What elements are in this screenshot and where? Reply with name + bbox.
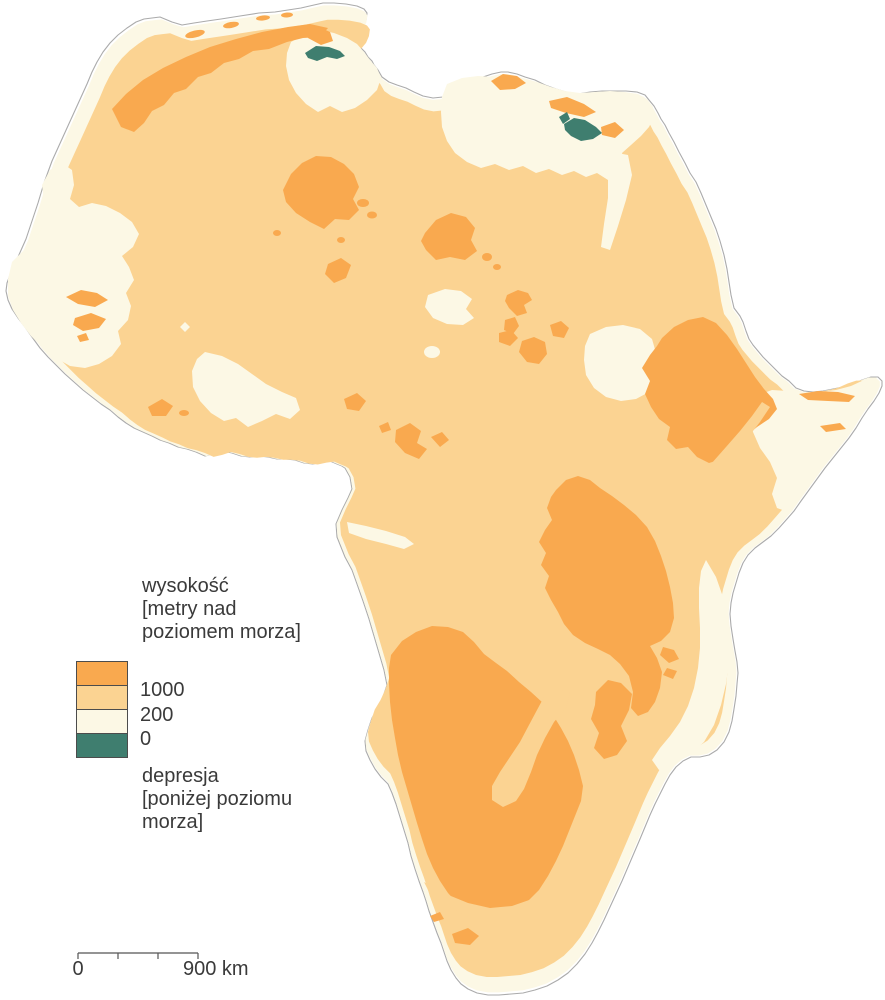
scale-bar: 0 900 km <box>72 952 249 980</box>
highland-ennedi-1 <box>505 290 532 316</box>
highland-ahaggar <box>283 156 359 229</box>
legend-note-line: morza] <box>142 811 204 833</box>
lowland-somalia <box>749 379 879 512</box>
lowland-lake-chad <box>424 346 440 358</box>
highland-cape-sat <box>430 912 444 922</box>
depression-qattara <box>564 118 602 141</box>
depression-qattara-small <box>559 112 570 124</box>
lowland-mozambique <box>652 560 729 770</box>
highland-atlas-dash-3 <box>256 15 270 21</box>
highland-adrar-3 <box>77 333 89 342</box>
valley-rift-ethiopia <box>711 402 770 468</box>
lowland-niger-volta <box>192 352 300 427</box>
scale-bar-line <box>77 952 199 959</box>
highland-ennedi-3 <box>499 330 518 346</box>
highland-ethiopia <box>642 317 777 463</box>
highland-ahaggar-sat-1 <box>273 230 281 236</box>
highland-patches <box>66 12 855 917</box>
highland-cameroon-1 <box>395 423 427 459</box>
highland-cameroon-2 <box>431 432 449 447</box>
elevation-200-1000 <box>21 19 867 977</box>
legend-title-line: wysokość <box>142 575 229 597</box>
legend-tick-200: 200 <box>140 704 174 726</box>
highland-east-africa <box>539 476 674 716</box>
lowland-egypt <box>441 74 654 180</box>
highland-cameroon-3 <box>379 422 391 433</box>
legend-note-line: depresja <box>142 765 219 787</box>
highland-marrah <box>519 337 547 364</box>
legend-depression-note: depresja [poniżej poziomu morza] <box>142 765 292 834</box>
lowland-bodele <box>425 289 474 325</box>
highland-cyrenaica <box>491 74 526 90</box>
highland-ennedi-4 <box>550 321 569 338</box>
highland-tibesti-sat-1 <box>482 253 492 261</box>
highland-adrar-1 <box>66 290 108 307</box>
highland-cape-fold <box>452 928 479 945</box>
legend-note-line: [poniżej poziomu <box>142 788 293 810</box>
highland-egypt-west <box>549 97 596 117</box>
lowland-mauritania <box>8 163 139 368</box>
highland-zimbabwe <box>591 680 632 759</box>
highland-guinea <box>148 399 173 416</box>
legend-swatch-0 <box>76 709 128 734</box>
highland-mozambique-sat-1 <box>660 647 679 663</box>
highland-atlas-dash-1 <box>185 29 205 39</box>
lowland-nile-valley <box>601 152 632 250</box>
depression-chott-el-djerid <box>305 46 345 61</box>
highland-air <box>325 258 351 283</box>
highland-somalia-dash <box>820 423 846 432</box>
scale-bar-zero-label: 0 <box>72 958 83 980</box>
legend-title-line: poziomem morza] <box>142 621 301 643</box>
depression-patches <box>305 46 602 141</box>
highland-tibesti <box>421 213 477 260</box>
legend-title-line: [metry nad <box>142 598 237 620</box>
highland-atlas-dash-2 <box>223 21 239 29</box>
legend-swatch-1000 <box>76 661 128 686</box>
legend-swatch-200 <box>76 685 128 710</box>
legend-swatches <box>76 661 128 758</box>
valley-overlays <box>424 402 770 945</box>
highland-ennedi-2 <box>504 317 519 334</box>
highland-somalia-strip <box>799 391 855 402</box>
lowland-congo-mouth <box>347 522 414 549</box>
highland-guinea-sat <box>179 410 189 416</box>
legend-tick-0: 0 <box>140 728 152 750</box>
valley-kalahari-zambezi <box>492 688 570 807</box>
highland-tibesti-sat-2 <box>493 264 501 270</box>
highland-mozambique-sat-2 <box>663 668 677 679</box>
highland-tassili-1 <box>357 199 369 207</box>
legend-tick-1000: 1000 <box>140 679 185 701</box>
highland-adrar-2 <box>73 313 106 331</box>
legend-title: wysokość [metry nad poziomem morza] <box>142 575 301 644</box>
highland-atlas-dash-4 <box>281 12 293 18</box>
lowland-mali-spot <box>180 322 190 332</box>
valley-karoo <box>424 882 549 927</box>
lowland-sudd <box>584 325 657 401</box>
highland-jos <box>344 393 366 411</box>
highland-southern-plateau <box>389 626 583 917</box>
scale-bar-end-label: 900 km <box>183 958 249 980</box>
highland-tell-atlas <box>303 26 333 45</box>
lowland-patches <box>8 30 879 770</box>
legend-swatch-depression <box>76 733 128 758</box>
highland-egypt-east <box>601 122 624 138</box>
highland-tassili-2 <box>367 211 377 219</box>
highland-ahaggar-sat-2 <box>337 237 345 243</box>
